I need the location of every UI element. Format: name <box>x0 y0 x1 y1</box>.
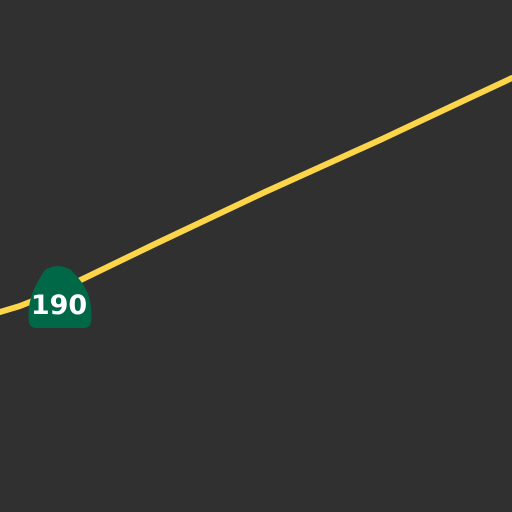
route-shield-icon <box>28 266 92 328</box>
highway-road[interactable] <box>0 75 512 315</box>
route-shield-190[interactable]: 190 <box>28 266 92 328</box>
route-shield-number: 190 <box>31 290 87 321</box>
